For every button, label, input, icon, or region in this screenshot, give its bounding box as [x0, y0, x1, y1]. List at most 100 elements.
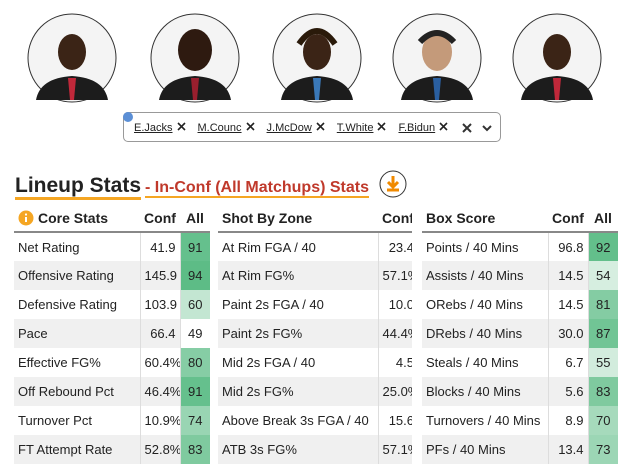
stat-label: ATB 3s FG% [218, 435, 378, 464]
info-icon[interactable] [18, 210, 34, 226]
conf-value: 145.9 [139, 261, 180, 290]
stat-label: Mid 2s FG% [218, 377, 378, 406]
player-chip[interactable]: T.White [337, 122, 387, 134]
table-title-text: Shot By Zone [222, 210, 313, 226]
percentile-value: 92 [587, 232, 618, 261]
stat-row: FT Attempt Rate 52.8% 83 [14, 435, 210, 464]
portrait [150, 13, 240, 103]
percentile-value: 55 [587, 348, 618, 377]
stat-label: Steals / 40 Mins [426, 355, 519, 370]
conf-value: 52.8% [139, 435, 180, 464]
conf-value: 14.5 [547, 261, 588, 290]
stat-label: DRebs / 40 Mins [422, 319, 548, 348]
stat-row: Assists / 40 Mins 14.5 54 [422, 261, 618, 290]
header-row: Box Score Conf All [422, 205, 618, 233]
stat-label: PFs / 40 Mins [422, 435, 548, 464]
column-header: Conf [548, 205, 588, 233]
stat-row: Points / 40 Mins 96.8 92 [422, 232, 618, 261]
stat-row: At Rim FG%57.1% [218, 261, 412, 290]
conf-value: 5.6 [547, 377, 588, 406]
download-button[interactable] [379, 170, 407, 198]
column-header: Conf [140, 205, 180, 233]
table-title: Box Score [422, 205, 548, 233]
stats-table: Shot By Zone Conf At Rim FGA / 40 23.4 At Ri… [218, 205, 412, 464]
stat-row: At Rim FGA / 40 23.4 [218, 232, 412, 261]
player-chip[interactable]: F.Bidun [398, 122, 448, 134]
conf-value: 46.4% [139, 377, 180, 406]
portrait [512, 13, 602, 103]
portrait [27, 13, 117, 103]
percentile-value: 91 [179, 377, 210, 406]
stat-row: ATB 3s FG%57.1% [218, 435, 412, 464]
stat-row: Paint 2s FGA / 40 10.0 [218, 290, 412, 319]
chip-label: M.Counc [197, 122, 242, 134]
stat-row: Mid 2s FG%25.0% [218, 377, 412, 406]
percentile-value: 49 [179, 319, 210, 348]
stat-row: Blocks / 40 Mins 5.6 83 [422, 377, 618, 406]
stat-row: Effective FG% 60.4% 80 [14, 348, 210, 377]
percentile-value: 83 [587, 377, 618, 406]
stat-label: Assists / 40 Mins [422, 261, 548, 290]
clear-all[interactable] [461, 122, 473, 134]
conf-value: 44.4% [377, 319, 412, 348]
column-header: All [588, 205, 618, 233]
player-chip[interactable]: E.Jacks [134, 122, 186, 134]
stats-table: Core Stats Conf All Net Rating 41.9 91 Offensi… [14, 205, 210, 464]
stat-label: Blocks / 40 Mins [422, 377, 548, 406]
percentile-value: 80 [179, 348, 210, 377]
stat-label: Above Break 3s FGA / 40 [222, 413, 369, 428]
stat-row: Paint 2s FG%44.4% [218, 319, 412, 348]
column-header: Conf [378, 205, 412, 233]
stat-row: Turnovers / 40 Mins 8.9 70 [422, 406, 618, 435]
player-chip[interactable]: M.Counc [198, 122, 255, 134]
conf-value: 8.9 [547, 406, 588, 435]
chip-label: F.Bidun [398, 122, 436, 134]
percentile-value: 83 [179, 435, 210, 464]
stat-label: Defensive Rating [18, 297, 117, 312]
chip-remove[interactable] [439, 122, 448, 131]
stat-row: Off Rebound Pct 46.4% 91 [14, 377, 210, 406]
chip-remove[interactable] [245, 122, 255, 131]
conf-value: 6.7 [547, 348, 588, 377]
stat-label: Turnover Pct [18, 413, 92, 428]
stat-label: Points / 40 Mins [426, 239, 519, 255]
table-viewport: Shot By Zone Conf At Rim FGA / 40 23.4 At Ri… [218, 205, 412, 475]
stat-row: Mid 2s FGA / 40 4.5 [218, 348, 412, 377]
stat-row: ORebs / 40 Mins 14.5 81 [422, 290, 618, 319]
stat-row: PFs / 40 Mins 13.4 73 [422, 435, 618, 464]
portrait [272, 13, 362, 103]
stat-label: Effective FG% [18, 355, 101, 370]
header-row: Core Stats Conf All [14, 205, 210, 233]
percentile-value: 70 [587, 406, 618, 435]
chip-remove[interactable] [377, 122, 387, 131]
portraits [27, 13, 602, 103]
conf-value: 14.5 [547, 290, 588, 319]
table-title-text: Box Score [426, 210, 496, 226]
chip-remove[interactable] [176, 122, 186, 131]
percentile-value: 74 [179, 406, 210, 435]
conf-value: 30.0 [547, 319, 588, 348]
stat-label: FT Attempt Rate [14, 435, 140, 464]
stat-row: Turnover Pct 10.9% 74 [14, 406, 210, 435]
conf-value: 25.0% [377, 377, 412, 406]
dropdown-chevron[interactable] [481, 122, 493, 134]
conf-value: 10.9% [139, 406, 180, 435]
chip-label: E.Jacks [134, 122, 173, 134]
stat-row: Steals / 40 Mins 6.7 55 [422, 348, 618, 377]
player-selector[interactable]: E.Jacks M.Counc J.McDow T.White F.Bidun [123, 112, 501, 142]
chip-remove[interactable] [316, 122, 325, 131]
stat-row: Above Break 3s FGA / 40 15.6 [218, 406, 412, 435]
conf-value: 57.1% [377, 435, 412, 464]
stat-label: Turnovers / 40 Mins [426, 413, 541, 428]
conf-value: 4.5 [377, 348, 412, 377]
header-row: Shot By Zone Conf [218, 205, 412, 233]
stat-label: Net Rating [18, 239, 80, 255]
player-chip[interactable]: J.McDow [267, 122, 325, 134]
conf-value: 23.4 [377, 232, 412, 261]
chip-label: J.McDow [266, 122, 312, 134]
stat-label: ORebs / 40 Mins [426, 297, 523, 312]
chip-label: T.White [336, 122, 374, 134]
conf-value: 41.9 [139, 232, 180, 261]
table-title: Core Stats [14, 205, 140, 233]
percentile-value: 94 [179, 261, 210, 290]
